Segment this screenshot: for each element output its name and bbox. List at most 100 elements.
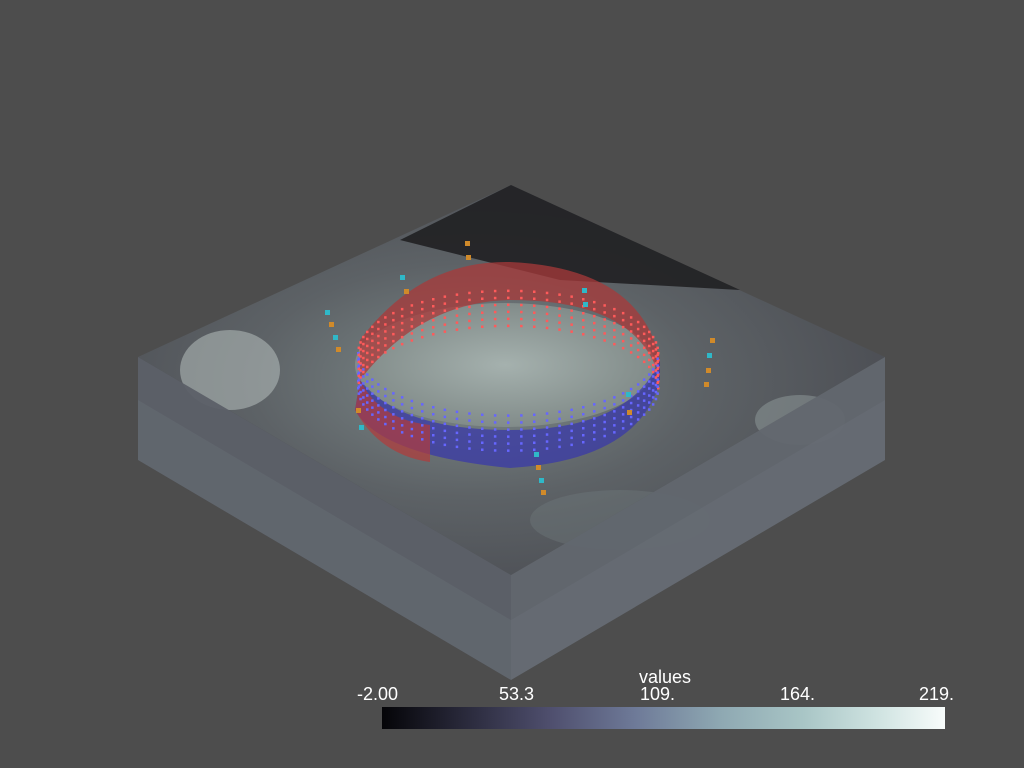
ring-marker	[384, 415, 387, 419]
ring-marker	[613, 335, 616, 339]
ring-marker	[371, 378, 374, 381]
ring-marker	[443, 316, 447, 319]
ring-marker	[636, 418, 640, 421]
ring-marker	[651, 363, 655, 367]
ring-marker	[621, 420, 625, 423]
scatter-markers	[325, 241, 715, 495]
ring-marker	[366, 330, 369, 334]
ring-marker	[410, 434, 414, 438]
ring-marker	[493, 310, 497, 314]
ring-marker	[481, 441, 484, 444]
ring-marker	[359, 397, 362, 401]
ring-marker	[507, 421, 510, 424]
ring-marker	[377, 404, 380, 407]
ring-marker	[421, 438, 424, 441]
ring-marker	[371, 385, 374, 388]
ring-marker	[570, 429, 573, 433]
ring-marker	[384, 422, 387, 426]
ring-marker	[603, 413, 606, 417]
ring-marker	[629, 351, 633, 354]
ring-marker	[384, 316, 387, 319]
ring-marker	[558, 445, 561, 449]
ring-marker	[621, 325, 625, 329]
colorbar-tick-3: 164.	[780, 684, 816, 704]
ring-marker	[432, 326, 435, 329]
ring-marker	[468, 312, 471, 316]
ring-marker	[400, 307, 404, 311]
ring-marker	[377, 397, 380, 400]
ring-marker	[410, 318, 414, 321]
ring-marker	[493, 428, 497, 431]
ring-marker	[656, 364, 659, 367]
ring-marker	[362, 389, 365, 392]
ring-marker	[648, 401, 651, 404]
ring-marker	[533, 434, 536, 437]
ring-marker	[593, 321, 596, 325]
ring-marker	[520, 435, 523, 438]
ring-marker	[366, 344, 369, 348]
slab-dark-region	[400, 185, 740, 290]
ring-marker	[410, 427, 414, 431]
ring-marker	[533, 318, 536, 321]
ring-marker	[654, 383, 658, 387]
ring-marker	[410, 399, 414, 403]
ring-marker	[570, 316, 573, 319]
ring-marker	[593, 431, 596, 434]
ring-marker	[400, 342, 404, 346]
ring-marker	[400, 396, 404, 399]
ring-marker	[493, 449, 497, 452]
ring-marker	[654, 341, 658, 344]
ring-marker	[570, 323, 573, 326]
ring-marker	[421, 314, 424, 318]
ring-marker	[362, 370, 365, 374]
ring-marker	[582, 319, 585, 322]
ring-marker	[400, 328, 404, 332]
ring-marker	[642, 346, 646, 350]
ring-marker	[481, 434, 484, 437]
ring-marker	[377, 334, 380, 338]
ring-marker	[656, 367, 659, 371]
ring-marker	[648, 394, 651, 397]
ring-marker	[520, 317, 523, 321]
ring-marker	[582, 312, 585, 315]
ring-marker	[468, 412, 471, 415]
ring-marker	[629, 415, 633, 419]
ring-marker	[421, 410, 424, 413]
ring-marker	[443, 408, 447, 412]
ring-marker	[481, 290, 484, 293]
slab-left-face	[138, 357, 511, 680]
ring-marker	[603, 427, 606, 431]
ring-marker	[410, 420, 414, 424]
ring-marker	[621, 392, 625, 395]
ring-marker	[432, 427, 435, 430]
ring-marker	[582, 427, 585, 430]
ring-marker	[384, 330, 387, 333]
colorbar-title: values	[638, 667, 692, 687]
ring-marker	[629, 394, 633, 398]
ring-marker	[654, 355, 658, 358]
ring-marker	[654, 369, 658, 372]
ring-marker	[493, 414, 497, 417]
ring-marker	[657, 352, 660, 355]
ring-marker	[468, 326, 471, 330]
ring-marker	[443, 436, 447, 440]
ring-marker	[481, 311, 484, 314]
ring-marker	[432, 298, 435, 301]
ring-marker	[642, 406, 646, 409]
ring-marker	[410, 332, 414, 335]
ring-marker	[570, 330, 573, 333]
ring-marker	[507, 324, 510, 328]
ring-marker	[636, 334, 640, 338]
ring-marker	[443, 330, 447, 333]
ring-marker	[481, 427, 484, 430]
ring-marker	[593, 314, 596, 318]
ring-marker	[629, 337, 633, 340]
ring-marker	[654, 348, 658, 351]
ring-marker	[384, 408, 387, 412]
ring-marker	[613, 417, 616, 420]
ring-marker	[636, 411, 640, 414]
ring-marker	[481, 420, 484, 423]
ring-marker	[455, 445, 459, 449]
ring-marker	[392, 325, 395, 329]
